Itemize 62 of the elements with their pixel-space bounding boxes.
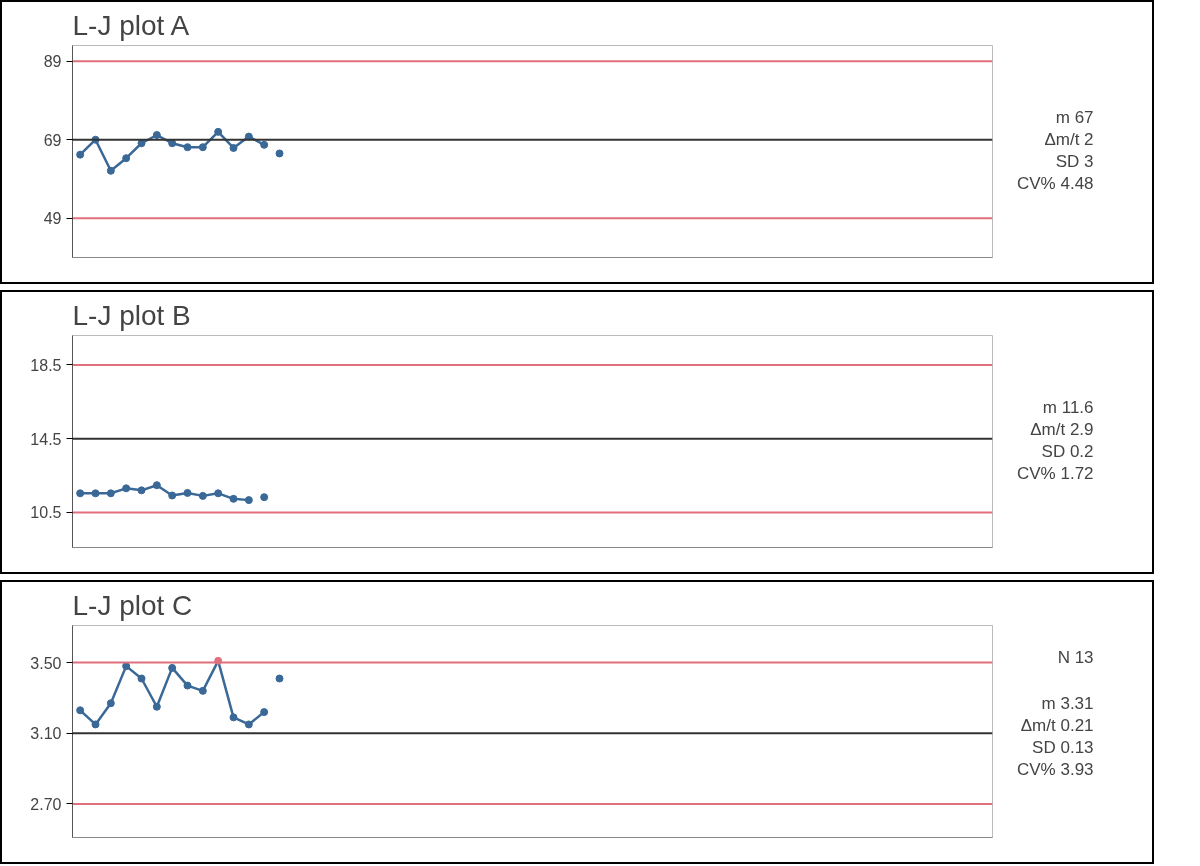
point [168, 491, 177, 500]
point [214, 489, 223, 498]
text: N 13 [1056, 647, 1094, 669]
point [214, 127, 223, 136]
text: m 3.31 [1040, 693, 1094, 715]
point [137, 486, 146, 495]
text: CV% 3.93 [1017, 759, 1094, 781]
point [168, 139, 177, 148]
text: Δm/t 2 [1043, 129, 1094, 151]
y-tick-label: 3.50 [30, 654, 62, 672]
point [168, 663, 177, 672]
point [106, 166, 115, 175]
point [76, 706, 85, 715]
point [183, 143, 192, 152]
point [106, 699, 115, 708]
point [198, 143, 207, 152]
point [275, 674, 284, 683]
point [244, 496, 253, 505]
point [275, 149, 284, 158]
point [91, 720, 100, 729]
text: m 11.6 [1041, 397, 1094, 419]
point [229, 494, 238, 503]
point [152, 481, 161, 490]
point [244, 132, 253, 141]
text: CV% 1.72 [1017, 463, 1094, 485]
point [198, 491, 207, 500]
point [152, 131, 161, 139]
point [152, 702, 161, 711]
point [183, 681, 192, 690]
y-tick-label: 2.70 [30, 795, 62, 813]
chart-title: L-J plot B [72, 299, 191, 331]
point [229, 143, 238, 152]
y-tick-label: 14.5 [30, 430, 62, 448]
text: CV% 4.48 [1017, 173, 1094, 195]
y-tick-label: 89 [43, 53, 62, 71]
point [244, 720, 253, 729]
point [198, 686, 207, 695]
chart-title: L-J plot C [72, 589, 193, 621]
text: m 67 [1054, 107, 1094, 129]
point [137, 674, 146, 683]
y-tick-label: 69 [43, 131, 62, 149]
text: SD 0.2 [1040, 441, 1094, 463]
point [122, 154, 131, 163]
y-tick-label: 10.5 [30, 504, 62, 522]
y-tick-label: 3.10 [30, 725, 62, 743]
text: Δm/t 0.21 [1019, 715, 1094, 737]
point [76, 489, 85, 498]
chart-title: L-J plot A [72, 9, 190, 41]
y-tick-label: 49 [43, 210, 62, 228]
point [76, 150, 85, 159]
text: SD 0.13 [1031, 737, 1094, 759]
point [91, 489, 100, 498]
point [260, 708, 269, 717]
point [183, 488, 192, 497]
point [260, 493, 269, 502]
point [260, 140, 269, 149]
point [106, 489, 115, 498]
point [229, 713, 238, 722]
point [122, 484, 131, 493]
text: Δm/t 2.9 [1029, 419, 1094, 441]
text: SD 3 [1054, 151, 1094, 173]
y-tick-label: 18.5 [30, 357, 62, 374]
